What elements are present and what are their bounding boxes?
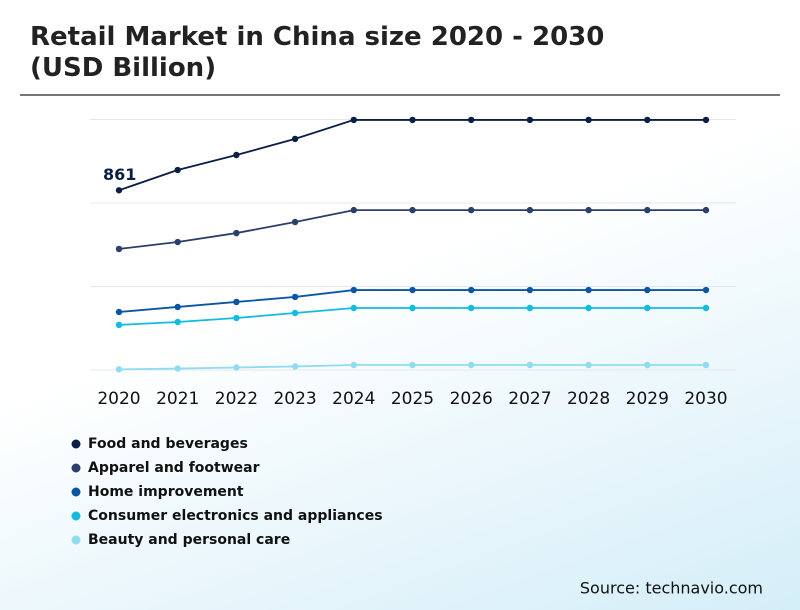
data-point — [644, 361, 651, 369]
x-tick-label: 2024 — [332, 389, 375, 409]
data-point — [585, 304, 592, 312]
data-point — [702, 286, 710, 294]
x-tick-label: 2026 — [450, 389, 493, 409]
data-point — [291, 293, 299, 301]
title-rule — [20, 94, 780, 96]
legend-label: Food and beverages — [88, 436, 248, 452]
data-point — [233, 229, 240, 237]
data-point — [468, 116, 475, 124]
data-point — [702, 361, 710, 369]
data-point — [585, 206, 592, 214]
data-point — [644, 286, 651, 294]
data-point — [468, 286, 475, 294]
data-point — [526, 304, 534, 312]
data-point — [174, 365, 181, 372]
legend-marker — [71, 511, 81, 521]
legend-marker — [71, 487, 81, 497]
data-point — [409, 116, 416, 124]
x-tick-label: 2030 — [684, 389, 727, 409]
series-line — [118, 119, 706, 192]
data-point — [115, 308, 123, 316]
data-point — [409, 206, 416, 214]
data-label: 861 — [103, 165, 136, 184]
data-point — [409, 304, 416, 312]
data-point — [526, 206, 534, 214]
data-point — [233, 151, 240, 159]
legend-label: Home improvement — [88, 484, 244, 500]
x-tick-label: 2027 — [508, 389, 551, 409]
x-tick-label: 2023 — [273, 389, 316, 409]
data-point — [174, 166, 181, 174]
chart-title: Retail Market in China size 2020 - 2030 … — [30, 22, 605, 83]
data-point — [350, 286, 357, 294]
data-point — [233, 364, 240, 371]
data-point — [291, 218, 299, 226]
data-point — [409, 361, 416, 369]
data-point — [585, 286, 592, 294]
data-point — [585, 361, 592, 369]
data-point — [350, 206, 357, 214]
x-tick-label: 2020 — [97, 389, 140, 409]
data-point — [291, 363, 299, 370]
data-point — [468, 361, 475, 369]
legend-marker — [71, 439, 81, 449]
legend-label: Apparel and footwear — [88, 460, 260, 476]
data-point — [644, 116, 651, 124]
data-point — [115, 187, 123, 194]
legend-label: Beauty and personal care — [88, 532, 290, 548]
x-tick-label: 2025 — [391, 389, 434, 409]
data-point — [468, 304, 475, 312]
x-tick-label: 2021 — [156, 389, 199, 409]
data-point — [233, 298, 240, 306]
data-point — [702, 206, 710, 214]
data-point — [526, 286, 534, 294]
data-point — [291, 135, 299, 143]
data-point — [526, 361, 534, 369]
legend-marker — [71, 463, 81, 473]
data-point — [350, 116, 357, 124]
data-point — [174, 318, 181, 326]
x-tick-label: 2029 — [626, 389, 669, 409]
data-point — [350, 304, 357, 312]
x-tick-label: 2022 — [215, 389, 258, 409]
data-point — [174, 238, 181, 246]
data-point — [350, 361, 357, 369]
data-point — [526, 116, 534, 124]
data-point — [702, 116, 710, 124]
data-point — [644, 304, 651, 312]
series-line — [118, 209, 706, 250]
data-point — [468, 206, 475, 214]
data-point — [115, 366, 123, 373]
source: Source: technavio.com — [580, 579, 763, 598]
data-point — [585, 116, 592, 124]
x-tick-label: 2028 — [567, 389, 610, 409]
legend-marker — [71, 535, 81, 545]
data-point — [644, 206, 651, 214]
data-point — [291, 309, 299, 317]
data-point — [409, 286, 416, 294]
data-point — [702, 304, 710, 312]
data-point — [174, 303, 181, 311]
data-point — [115, 321, 123, 329]
data-point — [233, 314, 240, 322]
data-point — [115, 245, 123, 253]
legend-label: Consumer electronics and appliances — [88, 508, 383, 524]
